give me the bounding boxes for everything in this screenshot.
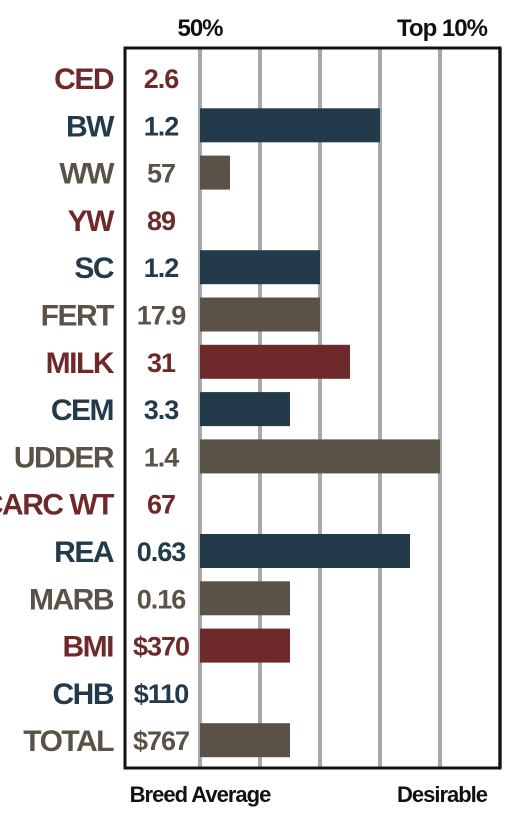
value-label: 17.9 [137,301,187,331]
value-label: 31 [147,348,176,378]
trait-label: CARC WT [0,489,114,522]
row-labels: CED 2.6 BW 1.2 WW 57 YW 89 SC 1.2 FERT 17.9 MILK 31 CE… [0,63,190,758]
bar [200,392,290,427]
trait-label: MARB [29,583,114,616]
trait-label: REA [54,536,114,569]
bars [200,108,440,758]
trait-label: SC [74,252,114,285]
value-label: 67 [147,490,175,520]
trait-label: BW [66,110,115,143]
trait-label: MILK [46,347,115,380]
bar [200,344,350,379]
trait-label: UDDER [14,441,115,474]
value-label: 1.2 [144,111,179,141]
value-label: 1.4 [144,442,180,472]
chart-frame [123,46,502,770]
bar [200,297,320,332]
bottom-label-breed-average: Breed Average [130,782,271,807]
trait-label: YW [68,205,116,238]
bar [200,155,230,190]
bar [200,439,440,474]
trait-label: WW [59,158,115,191]
bar [200,534,410,568]
bar [200,108,380,143]
value-label: $370 [133,632,189,662]
value-label: 1.2 [144,253,179,283]
value-label: $767 [133,726,189,756]
top-label-top10: Top 10% [397,15,488,42]
trait-label: FERT [41,300,115,333]
bar [200,723,290,758]
value-label: $110 [134,679,189,709]
trait-label: BMI [63,631,114,664]
value-label: 57 [147,159,175,189]
trait-label: CED [54,63,114,96]
bar [200,250,320,285]
value-label: 0.63 [137,537,187,567]
trait-label: CEM [51,394,113,427]
bar [200,628,290,663]
trait-label: TOTAL [23,725,114,758]
trait-label: CHB [53,678,114,711]
value-label: 89 [147,206,176,236]
bottom-label-desirable: Desirable [397,782,488,807]
top-label-50: 50% [177,15,223,42]
bar [200,581,290,616]
value-label: 2.6 [144,64,180,94]
value-label: 0.16 [137,584,187,614]
value-label: 3.3 [144,395,180,425]
